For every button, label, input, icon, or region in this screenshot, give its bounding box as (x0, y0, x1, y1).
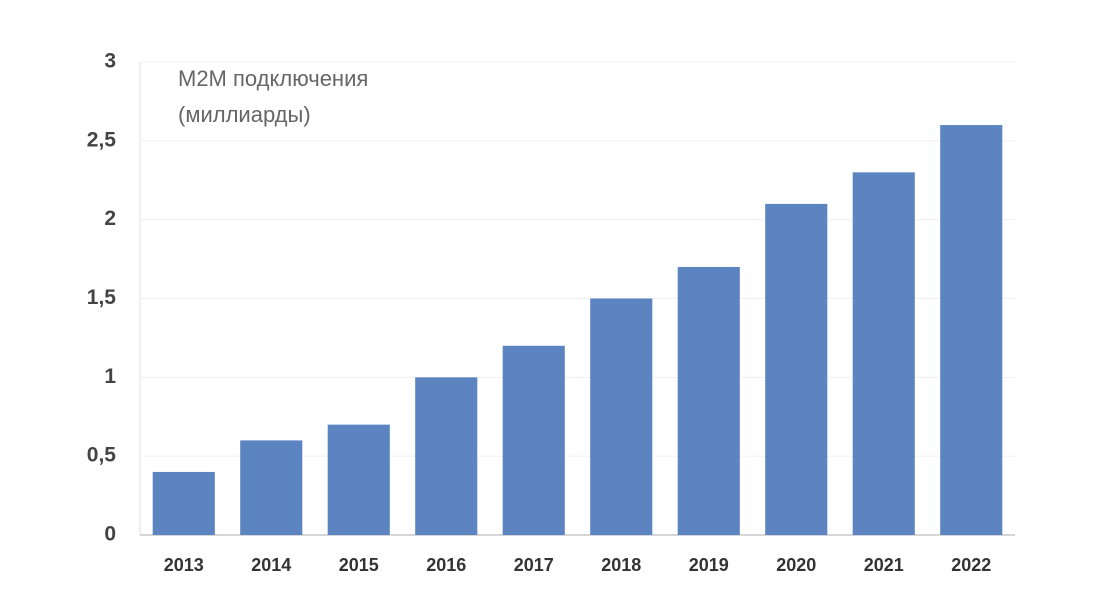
x-tick-label: 2021 (864, 555, 904, 575)
bar (240, 440, 303, 535)
bar (852, 172, 915, 535)
bar (327, 424, 390, 535)
y-tick-label: 1,5 (87, 286, 117, 309)
x-tick-label: 2017 (514, 555, 554, 575)
x-tick-label: 2019 (689, 555, 729, 575)
chart-title: (миллиарды) (178, 102, 311, 127)
y-tick-label: 0,5 (87, 444, 117, 467)
y-tick-label: 1 (104, 365, 116, 388)
x-tick-label: 2014 (251, 555, 291, 575)
x-tick-label: 2018 (601, 555, 641, 575)
bar (502, 345, 565, 535)
bar (415, 377, 478, 535)
bar (940, 125, 1003, 536)
x-tick-label: 2022 (951, 555, 991, 575)
bar (590, 298, 653, 535)
bar (765, 203, 828, 535)
bar (152, 471, 215, 535)
bar (677, 266, 740, 535)
y-tick-label: 0 (104, 523, 116, 546)
y-tick-label: 2,5 (87, 128, 117, 151)
x-tick-label: 2015 (339, 555, 379, 575)
x-tick-label: 2013 (164, 555, 204, 575)
y-tick-label: 3 (104, 50, 116, 73)
chart-title: M2M подключения (178, 66, 368, 91)
y-tick-label: 2 (104, 207, 116, 230)
x-tick-label: 2020 (776, 555, 816, 575)
x-tick-label: 2016 (426, 555, 466, 575)
